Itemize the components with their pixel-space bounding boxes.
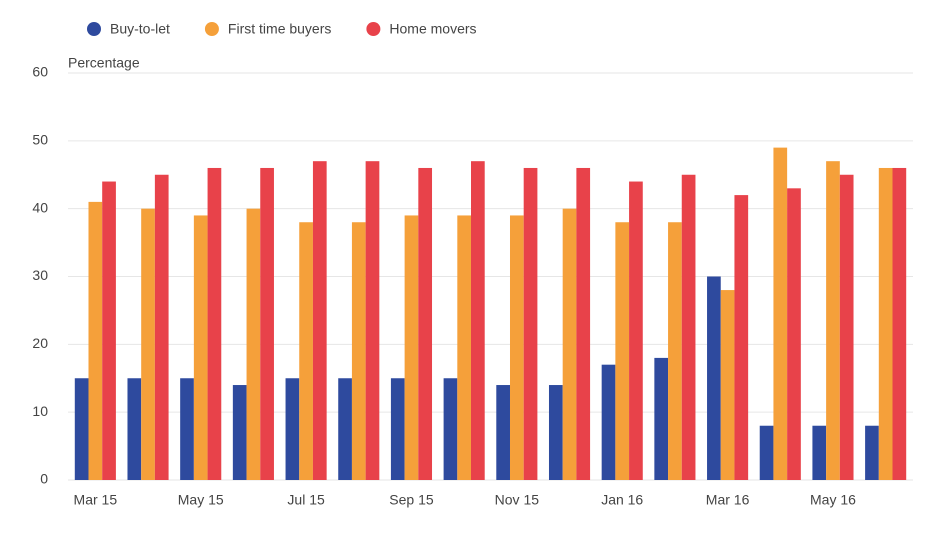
bar [74, 378, 89, 480]
bar [787, 188, 801, 481]
bar [365, 161, 380, 480]
bar [154, 174, 169, 480]
bar [826, 161, 840, 480]
bar [668, 222, 682, 480]
bar [390, 378, 405, 480]
bar [260, 167, 274, 480]
x-tick-label: May 16 [810, 492, 856, 508]
bar [102, 181, 116, 481]
bar [878, 167, 893, 480]
x-tick-label: Mar 16 [706, 492, 750, 508]
bar [707, 276, 721, 480]
bar [654, 357, 669, 480]
bar [351, 222, 366, 480]
bar [88, 201, 103, 480]
bar [523, 167, 538, 480]
bar [773, 147, 788, 480]
bar [180, 378, 194, 480]
bar [141, 208, 155, 480]
bar [629, 181, 643, 481]
x-tick-label: Jan 16 [601, 492, 643, 508]
legend-marker [87, 22, 101, 36]
bar [759, 425, 774, 480]
bar [548, 385, 563, 480]
legend-label: Buy-to-let [110, 21, 170, 37]
bar [312, 161, 327, 480]
x-tick-label: Sep 15 [389, 492, 434, 508]
legend-marker [204, 22, 219, 36]
y-tick-label: 50 [32, 132, 48, 148]
bar [892, 167, 907, 480]
bar [576, 167, 591, 480]
x-tick-label: May 15 [178, 492, 224, 508]
x-tick-label: Jul 15 [287, 492, 325, 508]
bar [232, 385, 247, 480]
bar [285, 378, 300, 480]
bar [601, 364, 616, 480]
x-tick-label: Nov 15 [495, 492, 540, 508]
bar [496, 385, 510, 480]
x-tick-label: Mar 15 [74, 492, 118, 508]
legend-marker [366, 22, 381, 36]
bar [457, 215, 472, 480]
legend-label: Home movers [389, 21, 476, 37]
bar [562, 208, 577, 480]
bar [193, 215, 208, 480]
bar [615, 222, 630, 480]
bar [418, 167, 433, 480]
bar [443, 378, 458, 480]
bar [127, 378, 142, 480]
bar [681, 174, 696, 480]
y-tick-label: 0 [40, 471, 48, 487]
bar [299, 222, 313, 480]
y-tick-label: 60 [32, 64, 48, 80]
y-tick-label: 10 [32, 403, 48, 419]
bar [720, 290, 735, 480]
y-axis-label: Percentage [68, 55, 140, 71]
bar [471, 161, 485, 480]
bar [509, 215, 524, 480]
y-tick-label: 20 [32, 335, 48, 351]
y-tick-label: 40 [32, 199, 48, 215]
bar [865, 425, 879, 480]
bar [246, 208, 261, 480]
bar [839, 174, 854, 480]
bar [338, 378, 352, 480]
bar [404, 215, 419, 480]
legend-label: First time buyers [228, 21, 331, 37]
y-tick-label: 30 [32, 267, 48, 283]
bar [207, 167, 222, 480]
bar [812, 425, 827, 480]
bar [734, 195, 749, 480]
